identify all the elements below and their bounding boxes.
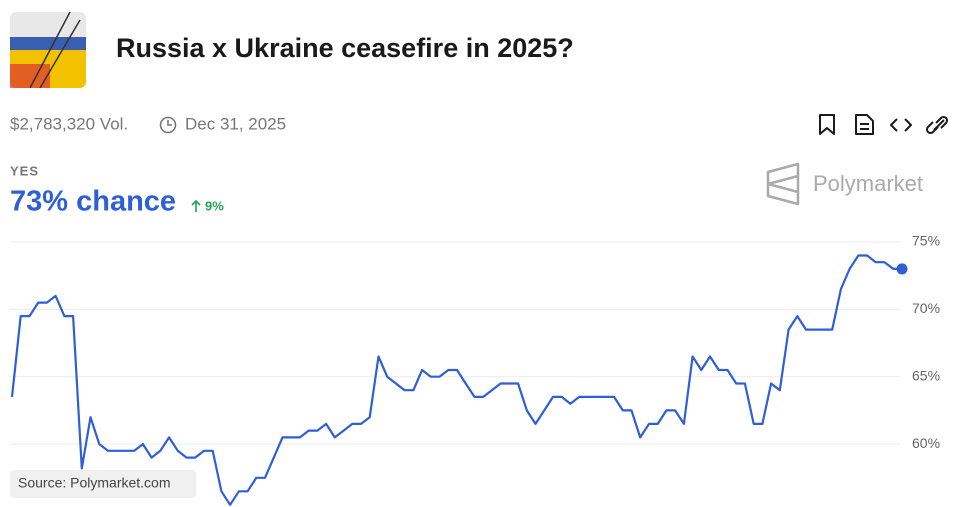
clock-icon (159, 116, 177, 134)
brand: Polymarket (813, 171, 923, 196)
market-title: Russia x Ukraine ceasefire in 2025? (116, 33, 574, 63)
outcome-label: YES (10, 163, 39, 178)
source-badge (10, 470, 196, 498)
price-line (10, 254, 902, 506)
brand-logo (766, 162, 800, 206)
last-point (896, 263, 908, 275)
end-date: Dec 31, 2025 (185, 114, 286, 133)
source: Source: Polymarket.com (18, 475, 171, 491)
y-tick-label: 65% (912, 367, 940, 383)
y-tick-label: 70% (912, 300, 940, 316)
y-tick-label: 60% (912, 435, 940, 451)
link-button[interactable] (925, 115, 949, 135)
plot: 60% 65% 70% 75% (10, 233, 940, 506)
y-tick-label: 75% (912, 233, 940, 249)
up-arrow (191, 199, 201, 212)
change: 9% (205, 198, 224, 213)
volume: $2,783,320 Vol. (10, 114, 128, 133)
embed-button[interactable] (890, 118, 912, 132)
chance: 73% chance (10, 186, 176, 218)
document-button[interactable] (855, 114, 874, 135)
market-icon (10, 11, 86, 89)
bookmark-button[interactable] (819, 114, 835, 135)
